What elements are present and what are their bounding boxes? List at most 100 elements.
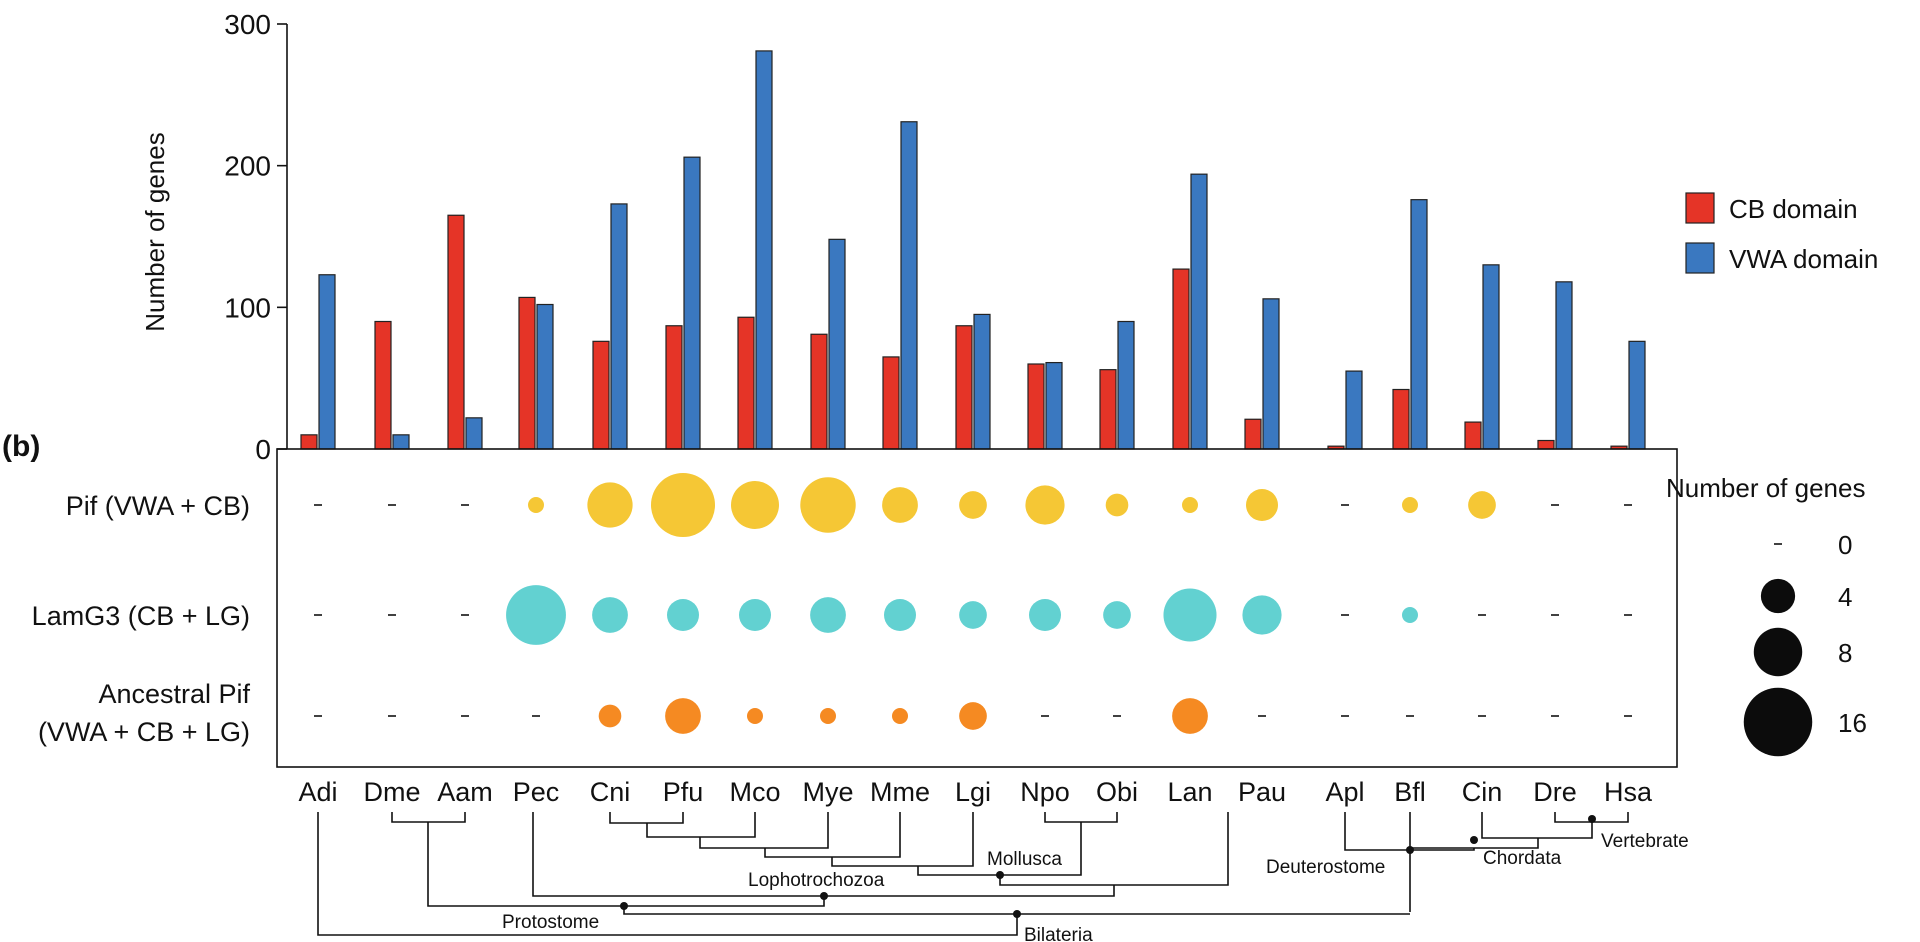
size-legend-label: 8: [1838, 638, 1852, 668]
bar-legend: CB domain VWA domain: [1685, 192, 1878, 274]
bar-cb-obi: [1099, 369, 1117, 450]
size-legend: Number of genes 0 4 8 16: [1666, 473, 1867, 757]
bubble-row-labels: Pif (VWA + CB) LamG3 (CB + LG) Ancestral P…: [32, 491, 251, 747]
bar-vwa-mme: [900, 121, 918, 450]
bubble-npo: [1025, 485, 1065, 525]
legend-swatch-cb: [1685, 192, 1715, 224]
bubble-bfl: [1402, 497, 1418, 513]
bar-vwa-bfl: [1410, 199, 1428, 450]
size-legend-label: 16: [1838, 708, 1867, 738]
bar-cb-pfu: [665, 325, 683, 450]
bubble-obi: [1105, 493, 1129, 517]
species-label-adi: Adi: [298, 777, 337, 807]
bar-vwa-cni: [610, 203, 628, 450]
bubble-mye: [800, 477, 856, 533]
bubble-lgi: [959, 491, 987, 519]
bubble-pfu: [665, 698, 701, 734]
bubble-bfl: [1402, 607, 1418, 623]
species-label-npo: Npo: [1020, 777, 1070, 807]
species-label-pec: Pec: [513, 777, 560, 807]
tree-node-chordata: [1470, 836, 1478, 844]
bar-vwa-aam: [465, 417, 483, 450]
phylogenetic-tree: [317, 812, 1629, 936]
species-label-cin: Cin: [1462, 777, 1503, 807]
tree-branch: [699, 812, 829, 849]
species-label-hsa: Hsa: [1604, 777, 1653, 807]
bar-cb-bfl: [1392, 388, 1410, 450]
bar-cb-pec: [518, 296, 536, 450]
size-legend-label: 4: [1838, 582, 1852, 612]
bar-vwa-dre: [1555, 281, 1573, 450]
bar-cb-npo: [1027, 363, 1045, 450]
bar-cb-lgi: [955, 325, 973, 450]
size-legend-label: 0: [1838, 530, 1852, 560]
tree-node-deuterostome: [1406, 846, 1414, 854]
bubble-pau: [1242, 595, 1282, 635]
tree-branch: [391, 812, 466, 823]
legend-swatch-vwa: [1685, 242, 1715, 274]
bar-vwa-pau: [1262, 298, 1280, 450]
clade-labels: Mollusca Lophotrochozoa Protostome Bilat…: [502, 831, 1689, 942]
bar-chart: 0 100 200 300 Number of genes CB domain VWA …: [140, 9, 1878, 465]
tree-branch: [764, 812, 901, 858]
bubble-lan: [1163, 588, 1217, 642]
species-label-mco: Mco: [729, 777, 780, 807]
bubble-cni: [587, 482, 633, 528]
bar-vwa-dme: [392, 434, 410, 450]
tree-branch: [831, 812, 974, 867]
bubble-cin: [1468, 491, 1496, 519]
bubble-mye: [820, 708, 836, 724]
bubble-mme: [884, 599, 916, 631]
bubble-mco: [739, 599, 771, 631]
legend-label-vwa: VWA domain: [1729, 244, 1878, 274]
bubble-lgi: [959, 601, 987, 629]
bar-vwa-lgi: [973, 313, 991, 450]
tree-node-protostome: [620, 902, 628, 910]
tree-node-vertebrate: [1588, 815, 1596, 823]
clade-label-deuterostome: Deuterostome: [1266, 857, 1385, 878]
species-labels: Adi Dme Aam Pec Cni Pfu Mco Mye Mme Lgi Npo Obi Lan P…: [298, 777, 1653, 807]
tree-node-mollusca: [996, 871, 1004, 879]
bar-vwa-npo: [1045, 361, 1063, 450]
bubble-pau: [1246, 489, 1278, 521]
bubble-row-label: LamG3 (CB + LG): [32, 601, 250, 631]
y-tick-label: 300: [224, 9, 271, 40]
bubble-mme: [892, 708, 908, 724]
species-label-cni: Cni: [590, 777, 631, 807]
bubble-pec: [528, 497, 544, 513]
bar-cb-cin: [1464, 421, 1482, 450]
species-label-obi: Obi: [1096, 777, 1138, 807]
y-tick-label: 0: [255, 434, 271, 465]
bar-vwa-hsa: [1628, 340, 1646, 450]
species-label-aam: Aam: [437, 777, 493, 807]
tree-branch: [317, 812, 1018, 936]
bubble-lgi: [959, 702, 987, 730]
bubble-pec: [506, 585, 566, 645]
clade-label-protostome: Protostome: [502, 912, 599, 933]
tree-branch: [1481, 812, 1593, 839]
species-label-dre: Dre: [1533, 777, 1577, 807]
bar-vwa-mco: [755, 50, 773, 450]
bar-vwa-lan: [1190, 173, 1208, 450]
clade-label-vertebrate: Vertebrate: [1601, 831, 1689, 852]
bar-vwa-cin: [1482, 264, 1500, 450]
tree-node-lophotrochozoa: [820, 892, 828, 900]
bubble-mye: [810, 597, 846, 633]
bar-cb-mye: [810, 333, 828, 450]
y-tick-label: 200: [224, 151, 271, 182]
clade-label-bilateria: Bilateria: [1024, 925, 1093, 942]
bubble-row-label: (VWA + CB + LG): [38, 717, 250, 747]
bar-vwa-apl: [1345, 370, 1363, 450]
bubble-pfu: [667, 599, 699, 631]
bubble-npo: [1029, 599, 1061, 631]
species-label-bfl: Bfl: [1394, 777, 1426, 807]
species-label-dme: Dme: [363, 777, 420, 807]
bubble-pfu: [651, 473, 715, 537]
bar-vwa-adi: [318, 274, 336, 450]
bubble-chart: Pif (VWA + CB) LamG3 (CB + LG) Ancestral P…: [32, 448, 1867, 768]
tree-branch: [646, 812, 756, 838]
bar-cb-pau: [1244, 418, 1262, 450]
species-label-apl: Apl: [1325, 777, 1364, 807]
species-label-lgi: Lgi: [955, 777, 991, 807]
